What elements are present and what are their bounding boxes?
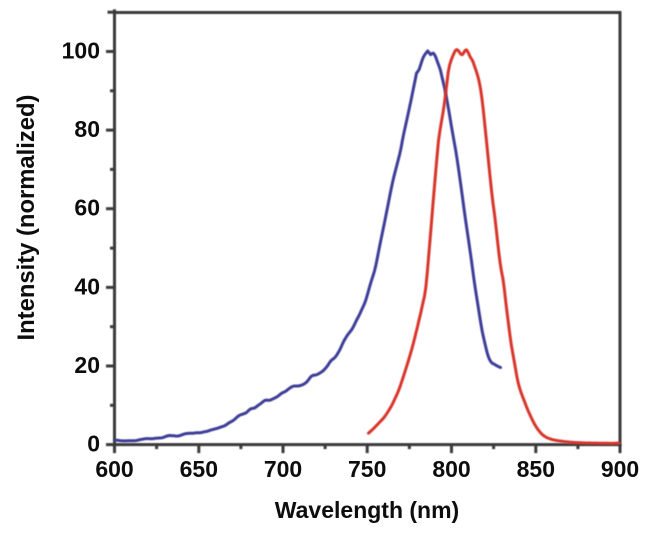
svg-text:60: 60 xyxy=(74,195,100,221)
svg-text:40: 40 xyxy=(74,273,100,299)
svg-text:750: 750 xyxy=(348,456,386,482)
svg-text:100: 100 xyxy=(62,38,100,64)
svg-text:80: 80 xyxy=(74,116,100,142)
svg-text:800: 800 xyxy=(432,456,470,482)
svg-text:850: 850 xyxy=(517,456,555,482)
svg-text:20: 20 xyxy=(74,352,100,378)
svg-text:700: 700 xyxy=(264,456,302,482)
svg-text:900: 900 xyxy=(601,456,639,482)
svg-text:650: 650 xyxy=(180,456,218,482)
svg-text:Wavelength (nm): Wavelength (nm) xyxy=(275,497,459,523)
svg-text:0: 0 xyxy=(87,431,100,457)
svg-text:Intensity (normalized): Intensity (normalized) xyxy=(13,95,40,341)
svg-text:600: 600 xyxy=(95,456,133,482)
